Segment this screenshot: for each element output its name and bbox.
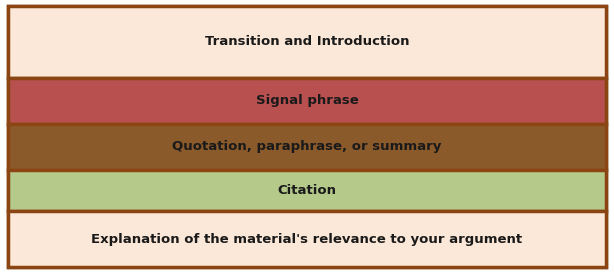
FancyBboxPatch shape — [8, 78, 606, 124]
FancyBboxPatch shape — [8, 6, 606, 78]
Text: Citation: Citation — [278, 184, 336, 197]
Text: Explanation of the material's relevance to your argument: Explanation of the material's relevance … — [91, 233, 523, 245]
Text: Signal phrase: Signal phrase — [255, 94, 359, 107]
Text: Transition and Introduction: Transition and Introduction — [204, 35, 410, 48]
FancyBboxPatch shape — [8, 170, 606, 211]
FancyBboxPatch shape — [8, 211, 606, 267]
FancyBboxPatch shape — [8, 124, 606, 170]
FancyBboxPatch shape — [8, 6, 606, 267]
Text: Quotation, paraphrase, or summary: Quotation, paraphrase, or summary — [173, 140, 441, 153]
